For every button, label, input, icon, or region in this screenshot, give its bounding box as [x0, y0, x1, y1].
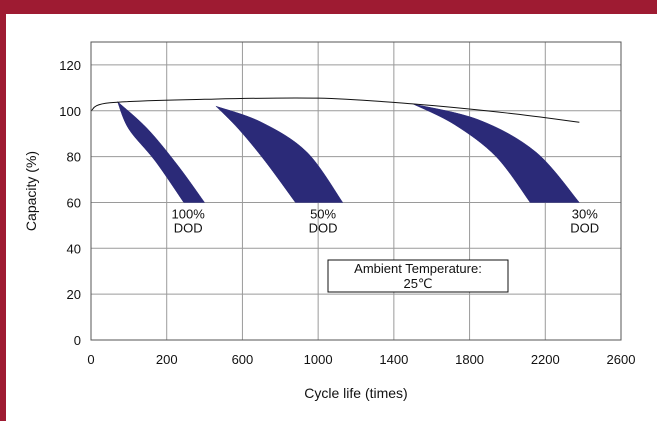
temperature-annotation: Ambient Temperature:25℃: [327, 259, 509, 293]
x-tick-labels: 0 200 600 1000 1400 1800 2200 2600: [87, 352, 635, 367]
capacity-area-3: [412, 103, 580, 203]
x-tick-label: 0: [87, 352, 94, 367]
x-tick-label: 600: [232, 352, 254, 367]
envelope-curve: [90, 97, 580, 123]
x-tick-label: 1000: [304, 352, 333, 367]
capacity-area-1: [117, 101, 206, 203]
left-accent-bar: [0, 0, 6, 421]
series-label-2: DOD: [309, 220, 338, 235]
capacity-areas: [117, 101, 580, 203]
x-axis-label: Cycle life (times): [304, 385, 407, 401]
annotation-text: Ambient Temperature:: [354, 261, 482, 276]
series-label-3: DOD: [570, 220, 599, 235]
annotation-box: [327, 259, 509, 293]
y-tick-label: 100: [59, 104, 81, 119]
series-label-1: 100%: [172, 206, 206, 221]
y-tick-label: 0: [74, 333, 81, 348]
header-bar: [0, 0, 657, 14]
y-tick-label: 80: [67, 150, 81, 165]
x-tick-label: 2600: [607, 352, 636, 367]
series-label-1: DOD: [174, 220, 203, 235]
y-tick-label: 120: [59, 58, 81, 73]
y-tick-label: 40: [67, 241, 81, 256]
x-tick-label: 1800: [455, 352, 484, 367]
y-tick-labels: 0 20 40 60 80 100 120: [59, 58, 81, 348]
plot-border: [90, 41, 622, 341]
x-tick-label: 2200: [531, 352, 560, 367]
y-tick-label: 20: [67, 287, 81, 302]
envelope-line: [90, 97, 580, 123]
series-label-3: 30%: [572, 206, 598, 221]
y-axis-label: Capacity (%): [23, 151, 39, 231]
x-tick-label: 1400: [379, 352, 408, 367]
annotation-text: 25℃: [403, 276, 432, 291]
capacity-area-2: [215, 105, 344, 203]
grid-lines: [91, 42, 621, 340]
x-tick-label: 200: [156, 352, 178, 367]
series-label-2: 50%: [310, 206, 336, 221]
y-tick-label: 60: [67, 195, 81, 210]
